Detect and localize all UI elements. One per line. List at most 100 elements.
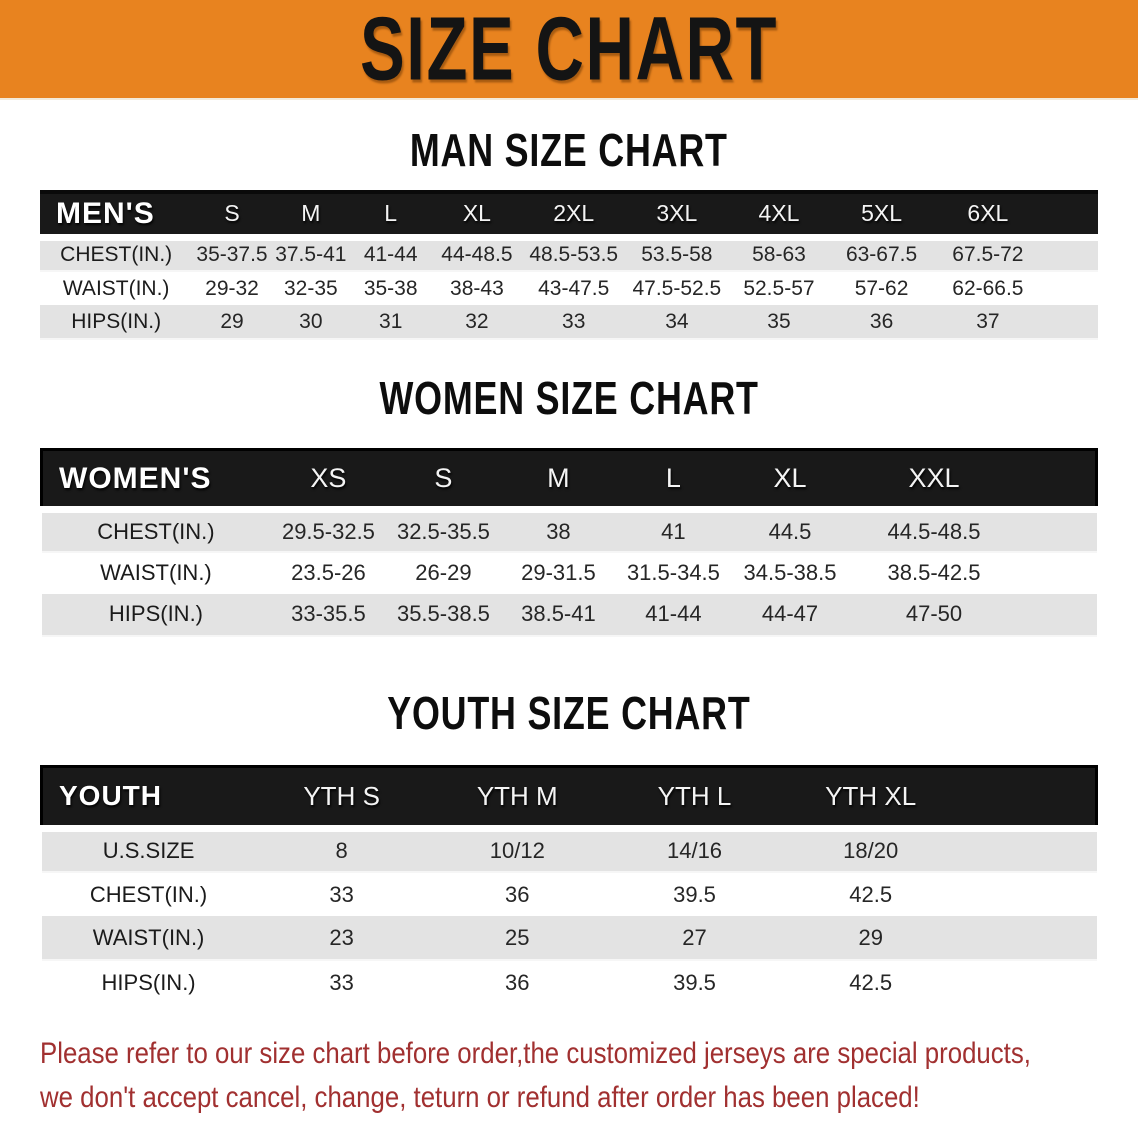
cell: 44.5-48.5 — [849, 506, 1019, 553]
cell: 32.5-35.5 — [386, 506, 501, 553]
youth-header-row: YOUTH YTH S YTH M YTH L YTH XL — [39, 764, 1099, 830]
cell: 63-67.5 — [829, 233, 934, 272]
cell: 33 — [255, 872, 428, 916]
cell: 39.5 — [606, 960, 783, 1004]
cell: 43-47.5 — [522, 271, 626, 305]
man-size-col: L — [349, 190, 432, 238]
cell: 38-43 — [431, 271, 523, 305]
women-chest-row: CHEST(IN.) 29.5-32.5 32.5-35.5 38 41 44.… — [41, 506, 1097, 553]
cell: 37.5-41 — [271, 233, 350, 272]
women-size-col: S — [386, 448, 501, 511]
cell: 29-32 — [192, 271, 272, 305]
man-header-row: MEN'S S M L XL 2XL 3XL 4XL 5XL 6XL — [40, 190, 1098, 238]
youth-chest-row: CHEST(IN.) 33 36 39.5 42.5 — [41, 872, 1097, 916]
cell: 29-31.5 — [500, 551, 617, 594]
row-filler — [1018, 593, 1097, 637]
women-waist-row: WAIST(IN.) 23.5-26 26-29 29-31.5 31.5-34… — [41, 551, 1097, 594]
footer-line-1: Please refer to our size chart before or… — [40, 1037, 1031, 1070]
cell: 36 — [829, 305, 934, 340]
cell: 31 — [349, 305, 432, 340]
cell: 62-66.5 — [933, 271, 1042, 305]
man-size-col: 3XL — [625, 190, 729, 238]
cell: 8 — [255, 824, 428, 873]
youth-size-col: YTH S — [255, 764, 428, 830]
row-label: HIPS(IN.) — [41, 960, 256, 1004]
cell: 38 — [500, 506, 617, 553]
cell: 47-50 — [849, 593, 1019, 637]
youth-heading-text: YOUTH SIZE CHART — [387, 686, 751, 739]
row-label: WAIST(IN.) — [40, 271, 193, 305]
women-corner-label: WOMEN'S — [40, 448, 271, 511]
cell: 33 — [522, 305, 626, 340]
cell: 23 — [255, 916, 428, 961]
cell: 26-29 — [386, 551, 501, 594]
row-filler — [959, 824, 1097, 873]
women-size-col: XXL — [849, 448, 1019, 511]
youth-ussize-row: U.S.SIZE 8 10/12 14/16 18/20 — [41, 824, 1097, 873]
header-filler — [1018, 448, 1099, 511]
youth-corner-label: YOUTH — [39, 764, 256, 830]
cell: 35 — [728, 305, 830, 340]
man-size-col: 6XL — [933, 190, 1042, 238]
man-size-col: M — [271, 190, 350, 238]
row-label: WAIST(IN.) — [41, 916, 256, 961]
cell: 35-37.5 — [192, 233, 272, 272]
header-filler — [1041, 190, 1098, 238]
cell: 33 — [255, 960, 428, 1004]
cell: 14/16 — [606, 824, 783, 873]
row-filler — [1018, 506, 1097, 553]
cell: 29 — [192, 305, 272, 340]
cell: 18/20 — [782, 824, 960, 873]
man-size-col: 5XL — [829, 190, 934, 238]
man-size-col: XL — [431, 190, 523, 238]
man-corner-label: MEN'S — [40, 190, 193, 238]
cell: 25 — [427, 916, 607, 961]
cell: 35-38 — [349, 271, 432, 305]
youth-size-col: YTH XL — [782, 764, 960, 830]
cell: 41-44 — [349, 233, 432, 272]
youth-size-col: YTH L — [606, 764, 783, 830]
man-size-col: 2XL — [522, 190, 626, 238]
banner-title: SIZE CHART — [359, 0, 779, 99]
cell: 41-44 — [616, 593, 731, 637]
man-waist-row: WAIST(IN.) 29-32 32-35 35-38 38-43 43-47… — [40, 271, 1098, 305]
cell: 44.5 — [730, 506, 850, 553]
row-label: WAIST(IN.) — [41, 551, 271, 594]
banner: SIZE CHART — [0, 0, 1138, 100]
women-size-table: WOMEN'S XS S M L XL XXL CHEST(IN.) 29.5-… — [40, 448, 1099, 637]
row-label: CHEST(IN.) — [41, 506, 271, 553]
man-size-col: 4XL — [728, 190, 830, 238]
footer-line-2: we don't accept cancel, change, teturn o… — [40, 1081, 920, 1114]
youth-section-heading: YOUTH SIZE CHART — [0, 687, 1138, 739]
cell: 42.5 — [782, 960, 960, 1004]
footer-note: Please refer to our size chart before or… — [40, 1032, 1098, 1120]
cell: 37 — [933, 305, 1042, 340]
man-section-heading: MAN SIZE CHART — [0, 124, 1138, 176]
man-hips-row: HIPS(IN.) 29 30 31 32 33 34 35 36 37 — [40, 305, 1098, 340]
women-size-col: M — [500, 448, 617, 511]
man-size-col: S — [192, 190, 272, 238]
cell: 29 — [782, 916, 960, 961]
man-chest-row: CHEST(IN.) 35-37.5 37.5-41 41-44 44-48.5… — [40, 233, 1098, 272]
cell: 23.5-26 — [270, 551, 387, 594]
women-size-col: XL — [730, 448, 850, 511]
cell: 36 — [427, 872, 607, 916]
row-label: CHEST(IN.) — [41, 872, 256, 916]
women-section-heading: WOMEN SIZE CHART — [0, 372, 1138, 424]
man-size-table: MEN'S S M L XL 2XL 3XL 4XL 5XL 6XL CHEST… — [40, 190, 1098, 340]
row-filler — [959, 872, 1097, 916]
cell: 48.5-53.5 — [522, 233, 626, 272]
women-size-col: XS — [270, 448, 387, 511]
cell: 57-62 — [829, 271, 934, 305]
women-heading-text: WOMEN SIZE CHART — [379, 372, 759, 424]
cell: 34.5-38.5 — [730, 551, 850, 594]
cell: 53.5-58 — [625, 233, 729, 272]
cell: 42.5 — [782, 872, 960, 916]
cell: 38.5-42.5 — [849, 551, 1019, 594]
row-filler — [1018, 551, 1097, 594]
cell: 58-63 — [728, 233, 830, 272]
cell: 35.5-38.5 — [386, 593, 501, 637]
row-label: HIPS(IN.) — [41, 593, 271, 637]
women-hips-row: HIPS(IN.) 33-35.5 35.5-38.5 38.5-41 41-4… — [41, 593, 1097, 637]
header-filler — [959, 764, 1099, 830]
